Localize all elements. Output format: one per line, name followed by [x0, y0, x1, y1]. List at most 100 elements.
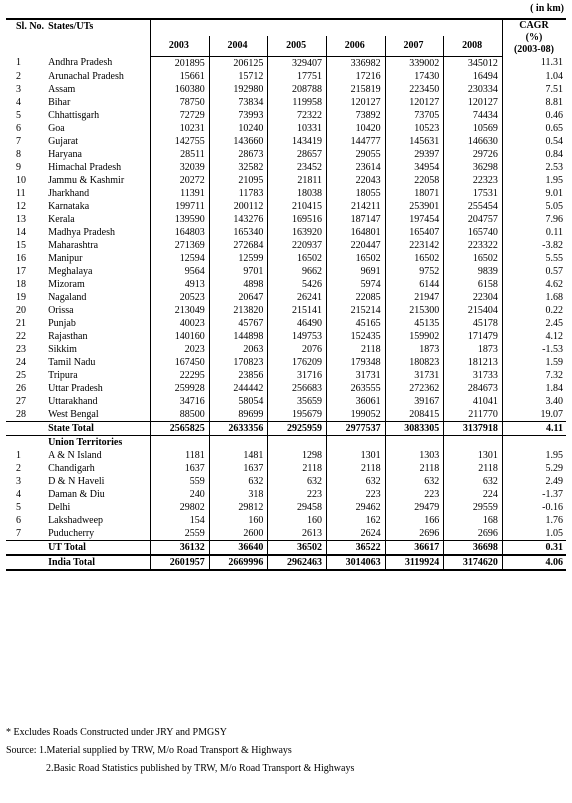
region-name: Himachal Pradesh — [48, 161, 122, 173]
road-length-value: 632 — [325, 474, 386, 488]
road-length-value: 162 — [325, 513, 386, 527]
header-cagr-line1: CAGR — [519, 20, 549, 31]
table-row: 18 Mizoram 4913 4898 5426 5974 6144 6158 4.62 — [6, 277, 566, 291]
region-name: Bihar — [48, 96, 71, 108]
road-length-value: 199052 — [325, 407, 386, 421]
road-length-value: 11391 — [150, 186, 210, 200]
road-length-value: 2559 — [150, 526, 210, 540]
region-name: A & N Island — [48, 449, 102, 461]
road-length-value: 1481 — [208, 448, 268, 462]
cagr-value: 0.46 — [501, 108, 566, 122]
road-length-value: 255454 — [443, 199, 503, 213]
road-length-value: 159902 — [384, 329, 444, 343]
table-row: 1 Andhra Pradesh 201895 206125 329407 336982 3… — [6, 56, 566, 70]
region-name: Jharkhand — [48, 187, 90, 199]
road-length-value: 263555 — [325, 381, 386, 395]
ut-total-body: UT Total 36132 36640 36502 36522 36617 36698 0.… — [6, 539, 566, 555]
road-length-value: 9701 — [208, 264, 268, 278]
road-length-value: 1298 — [267, 448, 327, 462]
road-length-value: 167450 — [150, 355, 210, 369]
road-length-value: 223142 — [384, 238, 444, 252]
road-length-value: 3137918 — [443, 420, 503, 436]
road-length-value: 143276 — [208, 212, 268, 226]
states-body: 1 Andhra Pradesh 201895 206125 329407 336982 3… — [6, 56, 566, 421]
table-row: 4 Bihar 78750 73834 119958 120127 120127 120127… — [6, 95, 566, 109]
road-length-value: 36522 — [325, 539, 386, 555]
cagr-value: 3.40 — [501, 394, 566, 408]
road-length-value: 45178 — [443, 316, 503, 330]
road-length-value: 181213 — [443, 355, 503, 369]
empty-cell — [325, 435, 386, 449]
road-length-value: 120127 — [443, 95, 503, 109]
region-name: West Bengal — [48, 408, 99, 420]
road-length-value: 31733 — [443, 368, 503, 382]
road-length-value: 3119924 — [384, 553, 444, 571]
road-length-value: 88500 — [150, 407, 210, 421]
serial-number: 7 — [16, 527, 21, 539]
road-length-value: 29726 — [443, 147, 503, 161]
serial-number: 26 — [16, 382, 26, 394]
road-length-value: 58054 — [208, 394, 268, 408]
road-length-value: 16494 — [443, 69, 503, 83]
region-name: Uttar Pradesh — [48, 382, 103, 394]
road-length-value: 211770 — [443, 407, 503, 421]
region-name: Tripura — [48, 369, 78, 381]
serial-number: 10 — [16, 174, 26, 186]
cagr-value: -1.53 — [501, 342, 566, 356]
road-length-value: 165407 — [384, 225, 444, 239]
region-name: Lakshadweep — [48, 514, 104, 526]
header-state: States/UTs — [46, 18, 151, 56]
table-row: 6 Lakshadweep 154 160 160 162 166 168 1.76 — [6, 513, 566, 527]
cagr-value: 0.22 — [501, 303, 566, 317]
cagr-value: 0.84 — [501, 147, 566, 161]
road-length-value: 271369 — [150, 238, 210, 252]
road-length-value: 21095 — [208, 173, 268, 187]
road-length-value: 165740 — [443, 225, 503, 239]
serial-number: 25 — [16, 369, 26, 381]
road-length-value: 215300 — [384, 303, 444, 317]
road-length-value: 15661 — [150, 69, 210, 83]
road-length-value: 36617 — [384, 539, 444, 555]
table-row: 5 Delhi 29802 29812 29458 29462 29479 29559 -0.1… — [6, 500, 566, 514]
road-length-value: 224 — [443, 487, 503, 501]
road-length-value: 2601957 — [150, 553, 210, 571]
serial-blank — [6, 539, 47, 555]
road-length-value: 22085 — [325, 290, 386, 304]
table-row: 7 Gujarat 142755 143660 143419 144777 145631 14… — [6, 134, 566, 148]
road-length-value: 2962463 — [267, 553, 327, 571]
road-length-value: 1873 — [384, 342, 444, 356]
ut-body: Union Territories 1 A & N Island 1181 1481 12… — [6, 435, 566, 540]
region-name: Puducherry — [48, 527, 95, 539]
serial-number: 27 — [16, 395, 26, 407]
road-length-value: 214211 — [325, 199, 386, 213]
road-length-value: 165340 — [208, 225, 268, 239]
road-length-value: 223 — [325, 487, 386, 501]
road-length-value: 223 — [384, 487, 444, 501]
table-row: 5 Chhattisgarh 72729 73993 72322 73892 73705 74… — [6, 108, 566, 122]
road-length-value: 3174620 — [443, 553, 503, 571]
road-length-value: 154 — [150, 513, 210, 527]
road-length-value: 284673 — [443, 381, 503, 395]
road-length-value: 22304 — [443, 290, 503, 304]
region-name: Manipur — [48, 252, 83, 264]
road-length-value: 16502 — [443, 251, 503, 265]
road-length-value: 46490 — [267, 316, 327, 330]
road-length-value: 10420 — [325, 121, 386, 135]
road-length-value: 120127 — [384, 95, 444, 109]
serial-number: 24 — [16, 356, 26, 368]
road-length-value: 179348 — [325, 355, 386, 369]
footnote: * Excludes Roads Constructed under JRY a… — [6, 727, 228, 738]
region-name: Orissa — [48, 304, 74, 316]
road-length-value: 272684 — [208, 238, 268, 252]
cagr-value: 7.51 — [501, 82, 566, 96]
header-cagr-line2: (%) — [525, 32, 543, 43]
road-length-value: 74434 — [443, 108, 503, 122]
region-name: Andhra Pradesh — [48, 57, 113, 69]
road-length-value: 18038 — [267, 186, 327, 200]
road-length-value: 29458 — [267, 500, 327, 514]
notes: * Excludes Roads Constructed under JRY a… — [6, 724, 354, 778]
table-row: 13 Kerala 139590 143276 169516 187147 197454 20… — [6, 212, 566, 226]
serial-number: 7 — [16, 135, 21, 147]
road-length-value: 36698 — [443, 539, 503, 555]
road-length-value: 17430 — [384, 69, 444, 83]
